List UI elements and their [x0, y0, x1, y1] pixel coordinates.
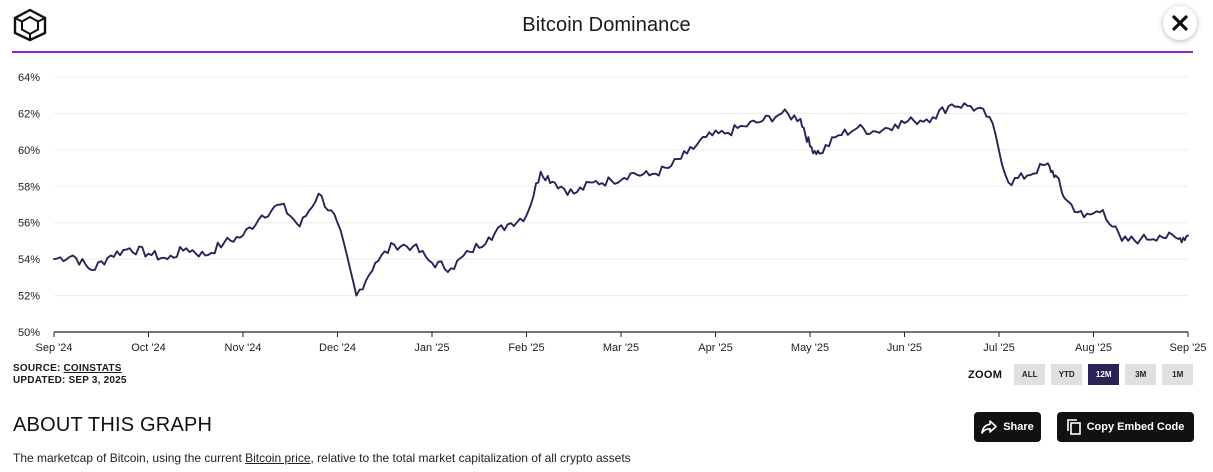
x-tick-label: Sep '25: [1170, 342, 1207, 354]
zoom-ytd-button[interactable]: YTD: [1051, 364, 1083, 385]
copy-icon: [1066, 419, 1081, 435]
logo: [12, 8, 48, 42]
zoom-1m-button[interactable]: 1M: [1162, 364, 1194, 385]
x-tick-label: Feb '25: [508, 342, 544, 354]
source-link[interactable]: COINSTATS: [63, 363, 122, 374]
zoom-label: ZOOM: [968, 368, 1003, 381]
header-divider: [12, 51, 1193, 53]
copy-embed-label: Copy Embed Code: [1086, 421, 1185, 433]
x-tick-label: Apr '25: [698, 342, 733, 354]
x-tick-label: May '25: [791, 342, 829, 354]
zoom-controls: ZOOM ALL YTD 12M 3M 1M: [968, 364, 1194, 385]
copy-embed-button[interactable]: Copy Embed Code: [1057, 412, 1194, 442]
desc-after: , relative to the total market capitaliz…: [310, 451, 631, 465]
y-tick-label: 58%: [18, 181, 40, 193]
y-tick-label: 56%: [18, 218, 40, 230]
about-description: The marketcap of Bitcoin, using the curr…: [13, 451, 631, 465]
share-label: Share: [1003, 421, 1034, 433]
series-line-bitcoin-dominance: [53, 102, 1189, 297]
y-tick-label: 54%: [18, 254, 40, 266]
y-tick-label: 52%: [18, 291, 40, 303]
y-tick-label: 64%: [18, 72, 40, 84]
x-tick-label: Jan '25: [414, 342, 449, 354]
dominance-chart: 50% 52% 54% 56% 58% 60% 62% 64% Sep '24 Oct '24 No…: [18, 72, 1207, 354]
zoom-all-button[interactable]: ALL: [1014, 364, 1046, 385]
page-title: Bitcoin Dominance: [522, 14, 691, 36]
zoom-3m-button[interactable]: 3M: [1125, 364, 1157, 385]
x-tick-label: Mar '25: [603, 342, 639, 354]
x-tick-label: Dec '24: [319, 342, 356, 354]
y-tick-label: 60%: [18, 145, 40, 157]
desc-before: The marketcap of Bitcoin, using the curr…: [13, 451, 246, 465]
bitcoin-price-link[interactable]: Bitcoin price: [245, 451, 311, 465]
source-prefix: SOURCE:: [13, 363, 64, 374]
x-tick-label: Jun '25: [887, 342, 922, 354]
share-icon: [981, 420, 998, 434]
cube-logo-icon: [13, 8, 47, 42]
updated-date: UPDATED: SEP 3, 2025: [13, 375, 127, 386]
x-tick-label: Jul '25: [983, 342, 1014, 354]
x-tick-label: Sep '24: [36, 342, 73, 354]
source-info: SOURCE: COINSTATS UPDATED: SEP 3, 2025: [13, 363, 127, 387]
x-tick-label: Aug '25: [1075, 342, 1112, 354]
x-tick-label: Nov '24: [225, 342, 262, 354]
close-button[interactable]: [1163, 6, 1197, 40]
y-tick-label: 50%: [18, 327, 40, 339]
y-tick-label: 62%: [18, 108, 40, 120]
x-tick-label: Oct '24: [131, 342, 166, 354]
share-button[interactable]: Share: [974, 412, 1041, 442]
zoom-12m-button[interactable]: 12M: [1088, 364, 1120, 385]
close-icon: [1172, 15, 1188, 31]
about-heading: ABOUT THIS GRAPH: [13, 414, 213, 436]
